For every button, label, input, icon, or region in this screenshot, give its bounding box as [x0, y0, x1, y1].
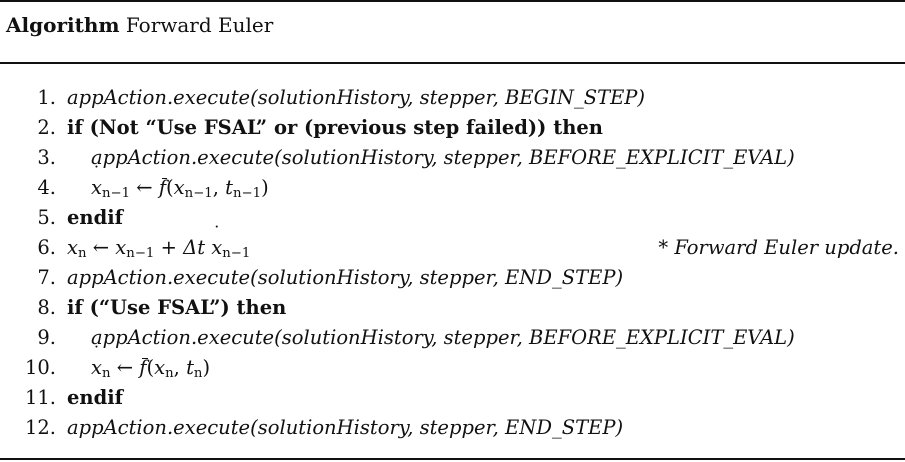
- step-number: 5.: [37, 206, 56, 229]
- bottom-rule: [0, 458, 905, 460]
- math-paren: (: [166, 176, 174, 199]
- step-math: xn−1 ← f(xn−1, tn−1): [91, 159, 269, 203]
- step-10: 10. xn ← f(xn, tn): [0, 339, 905, 383]
- plus-operator: +: [160, 236, 177, 259]
- math-var: x: [211, 219, 222, 263]
- step-11: 11. endif: [0, 383, 905, 413]
- step-5: 5. endif: [0, 203, 905, 233]
- step-number: 12.: [24, 416, 56, 439]
- step-9: 9. appAction.execute(solutionHistory, st…: [0, 323, 905, 353]
- if-condition: (Not “Use FSAL” or (previous step failed…: [89, 116, 547, 139]
- step-code: appAction.execute(solutionHistory, stepp…: [67, 86, 646, 109]
- then-keyword: then: [553, 116, 603, 139]
- math-function: f: [139, 353, 148, 383]
- math-subscript: n−1: [222, 246, 251, 261]
- top-rule: [0, 0, 905, 2]
- math-var: x: [173, 176, 185, 199]
- step-code: appAction.execute(solutionHistory, stepp…: [91, 326, 795, 349]
- math-subscript: n−1: [126, 246, 155, 261]
- step-1: 1. appAction.execute(solutionHistory, st…: [0, 83, 905, 113]
- assign-arrow: ←: [92, 236, 110, 259]
- step-number: 9.: [37, 326, 56, 349]
- if-keyword: if: [67, 116, 83, 139]
- math-var: x: [154, 356, 166, 379]
- step-code: if (Not “Use FSAL” or (previous step fai…: [67, 113, 603, 143]
- step-6: 6. xn ← xn−1 + Δt xn−1 * Forward Euler u…: [0, 219, 905, 263]
- assign-arrow: ←: [136, 176, 153, 199]
- math-subscript: n: [193, 366, 203, 381]
- step-12: 12. appAction.execute(solutionHistory, s…: [0, 413, 905, 443]
- step-number: 4.: [37, 176, 56, 199]
- step-8: 8. if (“Use FSAL”) then: [0, 293, 905, 323]
- math-paren: ): [202, 356, 211, 379]
- step-number: 6.: [37, 236, 56, 259]
- math-sep: ,: [173, 356, 187, 379]
- math-subscript: n: [78, 246, 87, 261]
- then-keyword: then: [236, 296, 287, 319]
- step-number: 11.: [24, 386, 56, 409]
- math-subscript: n: [165, 366, 174, 381]
- math-subscript: n: [102, 366, 111, 381]
- step-comment: * Forward Euler update.: [658, 236, 899, 259]
- math-delta-t: Δt: [183, 236, 206, 259]
- step-7: 7. appAction.execute(solutionHistory, st…: [0, 263, 905, 293]
- assign-arrow: ←: [116, 356, 134, 379]
- step-number: 1.: [37, 86, 56, 109]
- math-subscript: n−1: [232, 186, 262, 201]
- step-code: if (“Use FSAL”) then: [67, 293, 286, 323]
- math-subscript: n−1: [102, 186, 131, 201]
- step-4: 4. xn−1 ← f(xn−1, tn−1): [0, 159, 905, 203]
- endif-keyword: endif: [67, 386, 124, 409]
- step-3: 3. appAction.execute(solutionHistory, st…: [0, 143, 905, 173]
- math-var: t: [186, 356, 194, 379]
- math-sep: ,: [212, 176, 226, 199]
- step-code: appAction.execute(solutionHistory, stepp…: [67, 416, 624, 439]
- math-function: f: [159, 173, 168, 203]
- step-2: 2. if (Not “Use FSAL” or (previous step …: [0, 113, 905, 143]
- step-number: 8.: [37, 296, 56, 319]
- step-math: xn ← xn−1 + Δt xn−1: [67, 219, 251, 263]
- math-var: x: [115, 236, 127, 259]
- math-paren: ): [261, 176, 269, 199]
- math-var: x: [91, 159, 102, 203]
- endif-keyword: endif: [67, 206, 124, 229]
- if-condition: (“Use FSAL”): [89, 296, 230, 319]
- algorithm-title: Algorithm Forward Euler: [6, 13, 273, 37]
- step-number: 10.: [24, 356, 56, 379]
- step-number: 2.: [37, 116, 56, 139]
- math-subscript: n−1: [184, 186, 213, 201]
- math-var: t: [225, 176, 233, 199]
- math-var: x: [91, 339, 102, 383]
- algorithm-name: Forward Euler: [125, 13, 274, 37]
- step-number: 3.: [37, 146, 56, 169]
- algorithm-label: Algorithm: [6, 13, 120, 37]
- step-code: appAction.execute(solutionHistory, stepp…: [67, 266, 624, 289]
- step-math: xn ← f(xn, tn): [91, 339, 211, 383]
- step-number: 7.: [37, 266, 56, 289]
- math-paren: (: [146, 356, 155, 379]
- step-code: appAction.execute(solutionHistory, stepp…: [91, 146, 795, 169]
- header-rule: [0, 62, 905, 64]
- math-var: x: [67, 236, 78, 259]
- if-keyword: if: [67, 296, 83, 319]
